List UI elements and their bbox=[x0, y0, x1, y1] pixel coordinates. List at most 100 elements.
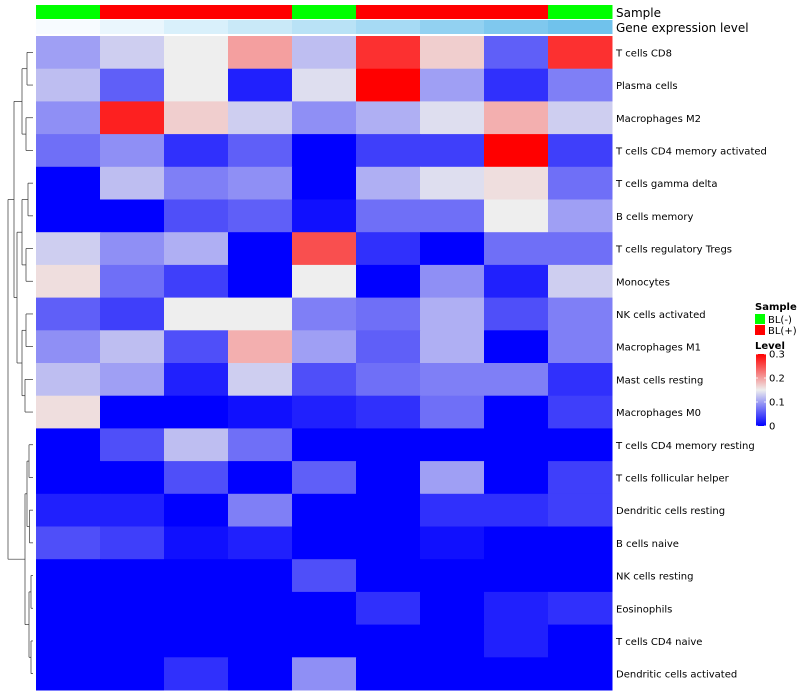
heatmap-cell bbox=[356, 36, 421, 70]
heatmap-cell bbox=[292, 657, 357, 691]
heatmap-cell bbox=[164, 428, 229, 462]
row-label: T cells follicular helper bbox=[615, 473, 730, 484]
heatmap-cell bbox=[100, 232, 165, 266]
row-labels: T cells CD8 Plasma cells Macrophages M2 T c… bbox=[615, 48, 767, 680]
gene-expression-track-cell bbox=[164, 20, 229, 34]
heatmap-cell bbox=[356, 559, 421, 593]
heatmap-cell bbox=[484, 493, 549, 527]
heatmap-cell bbox=[548, 36, 613, 70]
legend-sample-entry: BL(+) bbox=[768, 326, 797, 337]
heatmap-cell bbox=[484, 68, 549, 102]
heatmap-cell bbox=[228, 297, 293, 331]
heatmap-cell bbox=[548, 624, 613, 658]
sample-track-cell bbox=[420, 5, 485, 19]
gene-expression-track-cell bbox=[100, 20, 165, 34]
sample-track-cell bbox=[292, 5, 357, 19]
heatmap-cell bbox=[36, 493, 101, 527]
heatmap-cell bbox=[100, 297, 165, 331]
gene-expression-track-label: Gene expression level bbox=[616, 21, 749, 35]
heatmap-cell bbox=[548, 232, 613, 266]
heatmap-cell bbox=[36, 264, 101, 299]
heatmap-cell bbox=[100, 101, 165, 135]
heatmap-cell bbox=[100, 363, 165, 397]
row-label: T cells CD4 memory activated bbox=[615, 146, 767, 157]
heatmap-cell bbox=[548, 264, 613, 299]
heatmap-cell bbox=[100, 395, 165, 429]
heatmap-cell bbox=[100, 264, 165, 299]
heatmap-cell bbox=[164, 330, 229, 364]
heatmap-cell bbox=[228, 199, 293, 233]
heatmap-cell bbox=[484, 428, 549, 462]
legend-level-tick-label: 0.2 bbox=[769, 374, 785, 385]
gene-expression-track-cell bbox=[228, 20, 293, 34]
heatmap-cell bbox=[36, 297, 101, 331]
heatmap-cell bbox=[356, 493, 421, 527]
heatmap-cell bbox=[548, 199, 613, 233]
heatmap-cell bbox=[228, 264, 293, 299]
heatmap-cell bbox=[548, 68, 613, 102]
heatmap-cell bbox=[484, 166, 549, 200]
sample-track-label: Sample bbox=[616, 6, 661, 20]
heatmap-cell bbox=[420, 657, 485, 691]
heatmap-cell bbox=[420, 624, 485, 658]
heatmap-cell bbox=[292, 559, 357, 593]
heatmap-cell bbox=[356, 68, 421, 102]
heatmap-cell bbox=[484, 134, 549, 168]
heatmap-cell bbox=[420, 166, 485, 200]
heatmap-cell bbox=[36, 134, 101, 168]
heatmap-cell bbox=[356, 199, 421, 233]
gene-expression-track-cell bbox=[484, 20, 549, 34]
heatmap-cell bbox=[100, 591, 165, 626]
heatmap-cell bbox=[100, 559, 165, 593]
row-label: T cells regulatory Tregs bbox=[615, 245, 732, 256]
sample-track-cell bbox=[548, 5, 613, 19]
heatmap-cell bbox=[36, 232, 101, 266]
heatmap-cell bbox=[356, 101, 421, 135]
heatmap-cell bbox=[420, 493, 485, 527]
heatmap-cell bbox=[484, 591, 549, 626]
heatmap-cell bbox=[228, 363, 293, 397]
heatmap-cell bbox=[548, 493, 613, 527]
heatmap-cell bbox=[292, 68, 357, 102]
heatmap-cell bbox=[420, 134, 485, 168]
heatmap-cell bbox=[292, 199, 357, 233]
heatmap-cell bbox=[420, 101, 485, 135]
heatmap-cell bbox=[292, 134, 357, 168]
heatmap-cell bbox=[228, 232, 293, 266]
gene-expression-track-cell bbox=[36, 20, 101, 34]
heatmap-cell bbox=[100, 461, 165, 495]
heatmap-cell bbox=[356, 297, 421, 331]
heatmap-cell bbox=[164, 232, 229, 266]
heatmap-cell bbox=[100, 36, 165, 70]
legend-level-colorbar bbox=[756, 354, 766, 426]
heatmap-cell bbox=[356, 330, 421, 364]
heatmap-cell bbox=[548, 559, 613, 593]
heatmap-cell bbox=[228, 395, 293, 429]
gene-expression-track-cell bbox=[356, 20, 421, 34]
heatmap-cell bbox=[356, 395, 421, 429]
heatmap-cell bbox=[420, 395, 485, 429]
heatmap-cell bbox=[164, 101, 229, 135]
heatmap-cell bbox=[548, 526, 613, 560]
heatmap-cell bbox=[228, 68, 293, 102]
heatmap-cell bbox=[228, 428, 293, 462]
heatmap-cell bbox=[292, 297, 357, 331]
row-label: B cells memory bbox=[616, 212, 693, 223]
heatmap-cell bbox=[164, 297, 229, 331]
heatmap-cell bbox=[36, 199, 101, 233]
heatmap-cell bbox=[484, 199, 549, 233]
heatmap-cell bbox=[484, 297, 549, 331]
heatmap-cell bbox=[100, 657, 165, 691]
heatmap-cell bbox=[36, 330, 101, 364]
heatmap-cell bbox=[484, 264, 549, 299]
heatmap-cell bbox=[420, 559, 485, 593]
sample-track-cell bbox=[36, 5, 101, 19]
heatmap-cell bbox=[292, 461, 357, 495]
heatmap-cell bbox=[292, 624, 357, 658]
heatmap-cell bbox=[164, 363, 229, 397]
heatmap-cell bbox=[548, 297, 613, 331]
heatmap-cell bbox=[164, 559, 229, 593]
legend-level-tick-label: 0.1 bbox=[769, 398, 785, 409]
heatmap-cell bbox=[548, 657, 613, 691]
heatmap-cell bbox=[484, 363, 549, 397]
